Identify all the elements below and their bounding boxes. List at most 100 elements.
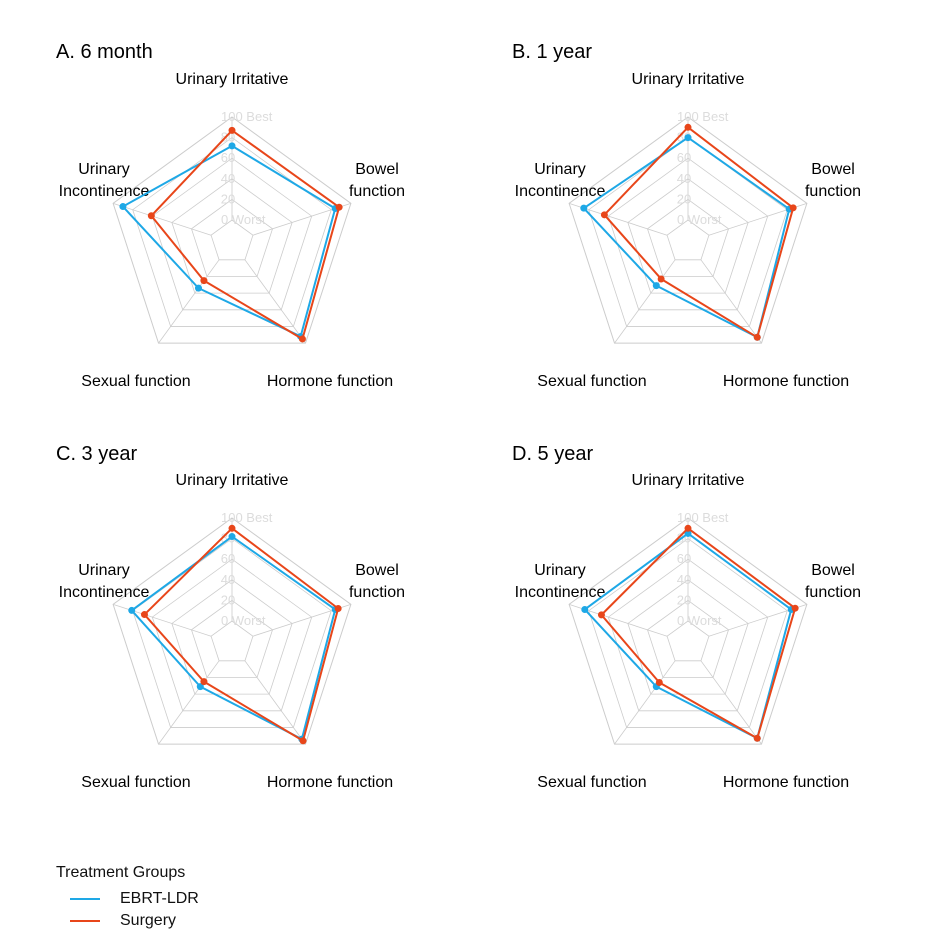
panel-title: D. 5 year: [512, 443, 593, 465]
grid-ring-20: [191, 198, 273, 277]
grid-ring-100: [112, 116, 352, 344]
grid-ring-80: [132, 137, 332, 327]
axis-label-urinary-incontinence: Urinary Incontinence: [515, 161, 606, 200]
point-surgery-urinary-incontinence: [597, 611, 605, 619]
tick-label-40: 40: [221, 171, 235, 186]
legend-title: Treatment Groups: [56, 864, 186, 881]
tick-label-60: 60: [221, 551, 235, 566]
tick-label-20: 20: [221, 592, 235, 607]
grid-ring-60: [151, 558, 313, 712]
axis-label-hormone-function: Hormone function: [723, 774, 849, 791]
point-ebrt-ldr-sexual-function: [196, 683, 204, 691]
grid-ring-60: [607, 558, 769, 712]
point-ebrt-ldr-urinary-irritative: [228, 142, 236, 150]
tick-label-100: 100 Best: [677, 109, 729, 124]
point-ebrt-ldr-urinary-irritative: [684, 529, 692, 537]
tick-label-0: 0 Worst: [221, 212, 266, 227]
axis-label-sexual-function: Sexual function: [537, 373, 646, 390]
tick-label-60: 60: [221, 150, 235, 165]
legend-swatch-ebrt-ldr: [70, 898, 100, 900]
legend-swatch-surgery: [70, 920, 100, 922]
legend: Treatment Groups EBRT-LDR Surgery: [56, 864, 199, 932]
axis-label-sexual-function: Sexual function: [537, 774, 646, 791]
point-ebrt-ldr-urinary-incontinence: [581, 605, 589, 613]
axis-label-hormone-function: Hormone function: [267, 373, 393, 390]
axis-label-urinary-irritative: Urinary Irritative: [176, 71, 289, 88]
panel-title: C. 3 year: [56, 443, 137, 465]
point-ebrt-ldr-urinary-irritative: [228, 533, 236, 541]
axis-label-urinary-irritative: Urinary Irritative: [632, 71, 745, 88]
series-line-surgery: [600, 527, 797, 740]
point-ebrt-ldr-urinary-incontinence: [580, 204, 588, 212]
point-surgery-hormone-function: [753, 333, 761, 341]
panel-title: A. 6 month: [56, 41, 153, 63]
axis-label-bowel-function: Bowel function: [805, 562, 861, 601]
grid-ring-60: [151, 157, 313, 311]
grid-ring-0: [210, 219, 254, 261]
grid-ring-80: [588, 538, 788, 728]
point-surgery-sexual-function: [655, 678, 663, 686]
point-ebrt-ldr-urinary-incontinence: [128, 606, 136, 614]
spoke-hormone-function: [244, 259, 306, 344]
tick-label-20: 20: [677, 592, 691, 607]
grid-ring-100: [568, 517, 808, 745]
legend-label-ebrt-ldr: EBRT-LDR: [120, 890, 199, 907]
spoke-hormone-function: [700, 660, 762, 745]
point-surgery-urinary-irritative: [228, 524, 236, 532]
grid-ring-40: [171, 178, 293, 294]
spoke-sexual-function: [614, 660, 676, 745]
tick-label-0: 0 Worst: [677, 212, 722, 227]
point-surgery-bowel-function: [334, 605, 342, 613]
spoke-urinary-incontinence: [112, 202, 212, 236]
point-surgery-sexual-function: [657, 275, 665, 283]
axis-label-bowel-function: Bowel function: [349, 562, 405, 601]
point-surgery-bowel-function: [789, 204, 797, 212]
legend-item-ebrt-ldr: EBRT-LDR: [70, 888, 199, 910]
tick-label-0: 0 Worst: [221, 613, 266, 628]
spoke-urinary-incontinence: [112, 603, 212, 637]
tick-label-20: 20: [677, 191, 691, 206]
grid-ring-40: [627, 579, 749, 695]
point-surgery-hormone-function: [753, 734, 761, 742]
axis-label-sexual-function: Sexual function: [81, 774, 190, 791]
point-surgery-urinary-incontinence: [140, 611, 148, 619]
point-surgery-sexual-function: [200, 678, 208, 686]
tick-label-0: 0 Worst: [677, 613, 722, 628]
series-line-surgery: [150, 129, 341, 340]
tick-label-100: 100 Best: [677, 510, 729, 525]
tick-label-40: 40: [677, 171, 691, 186]
point-surgery-hormone-function: [298, 335, 306, 343]
grid-ring-0: [666, 620, 710, 662]
axis-label-urinary-incontinence: Urinary Incontinence: [515, 562, 606, 601]
series-line-ebrt-ldr: [583, 532, 793, 740]
point-ebrt-ldr-urinary-incontinence: [119, 203, 127, 211]
tick-label-40: 40: [221, 572, 235, 587]
grid-ring-0: [210, 620, 254, 662]
series-line-ebrt-ldr: [121, 144, 337, 338]
axis-label-bowel-function: Bowel function: [349, 161, 405, 200]
grid-ring-100: [112, 517, 352, 745]
grid-ring-20: [191, 599, 273, 678]
point-surgery-urinary-incontinence: [147, 212, 155, 220]
point-surgery-urinary-incontinence: [600, 211, 608, 219]
grid-ring-40: [171, 579, 293, 695]
spoke-hormone-function: [244, 660, 306, 745]
spoke-sexual-function: [614, 259, 676, 344]
spoke-sexual-function: [158, 259, 220, 344]
axis-label-urinary-irritative: Urinary Irritative: [632, 472, 745, 489]
spoke-hormone-function: [700, 259, 762, 344]
grid-ring-100: [568, 116, 808, 344]
point-surgery-urinary-irritative: [684, 524, 692, 532]
grid-ring-20: [647, 599, 729, 678]
axis-label-urinary-incontinence: Urinary Incontinence: [59, 161, 150, 200]
grid-ring-0: [666, 219, 710, 261]
point-surgery-sexual-function: [200, 277, 208, 285]
grid-ring-80: [588, 137, 788, 327]
axis-label-urinary-incontinence: Urinary Incontinence: [59, 562, 150, 601]
axis-label-hormone-function: Hormone function: [267, 774, 393, 791]
axis-label-urinary-irritative: Urinary Irritative: [176, 472, 289, 489]
